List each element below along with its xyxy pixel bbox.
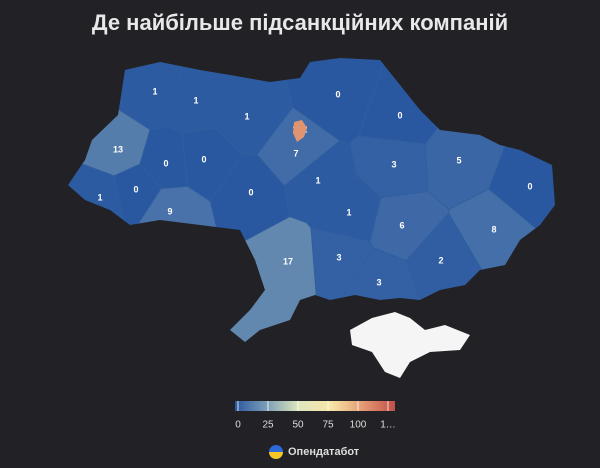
- region-city: [293, 120, 307, 142]
- value-label: 0: [201, 154, 206, 164]
- value-label: 3: [336, 252, 341, 262]
- value-label: 1: [244, 111, 249, 121]
- value-label: 3: [391, 159, 396, 169]
- value-label: 7: [293, 148, 298, 158]
- value-label: 3: [376, 277, 381, 287]
- value-label: 1: [346, 207, 351, 217]
- value-label: 17: [283, 256, 293, 266]
- value-label: 5: [456, 155, 461, 165]
- legend-tick-label: 100: [350, 420, 367, 431]
- value-label: 0: [397, 110, 402, 120]
- value-label: 0: [133, 184, 138, 194]
- legend-bar: [235, 401, 395, 411]
- value-label: 1: [152, 86, 157, 96]
- crimea: [350, 312, 470, 378]
- legend-tick-label: 0: [235, 420, 241, 431]
- value-label: 13: [113, 144, 123, 154]
- value-label: 0: [335, 89, 340, 99]
- legend-tick-label: 25: [262, 420, 274, 431]
- title: Де найбільше підсанкційних компаній: [92, 10, 508, 35]
- value-label: 1: [315, 175, 320, 185]
- value-label: 9: [167, 206, 172, 216]
- source: Опендатабот: [288, 446, 360, 458]
- value-label: 0: [163, 158, 168, 168]
- value-label: 2: [438, 255, 443, 265]
- value-label: 0: [527, 181, 532, 191]
- logo-half: [269, 452, 283, 459]
- legend: 0 25 50 75 100 1…: [235, 401, 396, 431]
- value-label: 1: [97, 192, 102, 202]
- value-label: 0: [248, 187, 253, 197]
- value-label: 8: [491, 224, 496, 234]
- value-label: 6: [399, 220, 404, 230]
- value-label: 1: [193, 95, 198, 105]
- legend-tick-label: 1…: [380, 420, 396, 431]
- legend-tick-label: 75: [322, 420, 334, 431]
- legend-tick-label: 50: [292, 420, 304, 431]
